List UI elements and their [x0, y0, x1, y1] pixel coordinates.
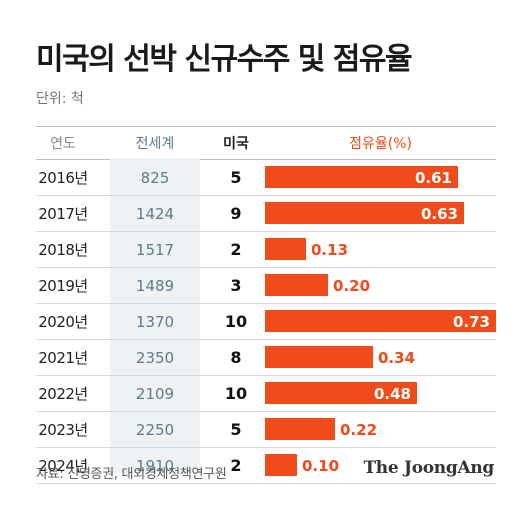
year-cell: 2018년 [38, 241, 88, 259]
us-cell: 9 [230, 204, 242, 223]
year-cell: 2017년 [38, 205, 88, 223]
share-label: 0.73 [452, 312, 490, 331]
share-bar [265, 454, 297, 476]
table-body: 2016년 825 5 0.61 2017년 1424 9 0.63 2018년 1517 2 0.1… [36, 160, 496, 484]
share-label: 0.10 [302, 456, 340, 475]
year-cell: 2020년 [38, 313, 88, 331]
world-cell: 2109 [135, 384, 175, 403]
table-row: 2020년 1370 10 0.73 [36, 304, 496, 340]
header-us: 미국 [223, 136, 249, 152]
data-table: 연도 전세계 미국 점유율(%) 2016년 825 5 0.61 2017년 1424 9… [36, 126, 496, 484]
year-cell: 2024년 [38, 457, 88, 475]
share-label: 0.61 [414, 168, 452, 187]
unit-note: 단위: 척 [36, 91, 84, 107]
table-row: 2023년 2250 5 0.22 [36, 412, 496, 448]
us-cell: 3 [230, 276, 242, 295]
world-cell: 2250 [135, 420, 175, 439]
table-row: 2018년 1517 2 0.13 [36, 232, 496, 268]
share-bar [265, 310, 496, 332]
world-cell: 825 [140, 168, 170, 187]
us-cell: 2 [230, 240, 242, 259]
world-cell: 1517 [135, 240, 175, 259]
share-label: 0.48 [373, 384, 411, 403]
year-cell: 2021년 [38, 349, 88, 367]
share-label: 0.34 [378, 348, 416, 367]
us-cell: 8 [230, 348, 242, 367]
share-bar [265, 202, 464, 224]
year-cell: 2019년 [38, 277, 88, 295]
world-cell: 2350 [135, 348, 175, 367]
table-row: 2021년 2350 8 0.34 [36, 340, 496, 376]
brand-logo: The JoongAng [363, 458, 494, 478]
us-cell: 5 [230, 420, 242, 439]
share-label: 0.20 [333, 276, 371, 295]
table-row: 2024년 1910 2 0.10 [36, 448, 496, 484]
table-row: 2019년 1489 3 0.20 [36, 268, 496, 304]
share-bar [265, 382, 417, 404]
share-label: 0.63 [420, 204, 458, 223]
chart-title: 미국의 선박 신규수주 및 점유율 [36, 42, 413, 77]
header-year: 연도 [50, 136, 76, 152]
world-cell: 1370 [135, 312, 175, 331]
world-cell: 1910 [135, 456, 175, 475]
table-row: 2016년 825 5 0.61 [36, 160, 496, 196]
share-bar [265, 238, 306, 260]
us-cell: 10 [224, 312, 248, 331]
year-cell: 2022년 [38, 385, 88, 403]
share-bar [265, 166, 458, 188]
world-cell: 1489 [135, 276, 175, 295]
share-bar [265, 346, 373, 368]
us-cell: 5 [230, 168, 242, 187]
world-column-background [110, 158, 200, 473]
header-world: 전세계 [135, 136, 175, 152]
source-note: 자료: 신영증권, 대외경제정책연구원 [36, 467, 227, 482]
us-cell: 2 [230, 456, 242, 475]
year-cell: 2016년 [38, 169, 88, 187]
table-row: 2022년 2109 10 0.48 [36, 376, 496, 412]
share-label: 0.22 [340, 420, 378, 439]
year-cell: 2023년 [38, 421, 88, 439]
table-header: 연도 전세계 미국 점유율(%) [36, 126, 496, 160]
share-bar [265, 418, 335, 440]
us-cell: 10 [224, 384, 248, 403]
share-label: 0.13 [311, 240, 349, 259]
world-cell: 1424 [135, 204, 175, 223]
share-bar [265, 274, 328, 296]
table-row: 2017년 1424 9 0.63 [36, 196, 496, 232]
header-share: 점유율(%) [349, 136, 412, 152]
